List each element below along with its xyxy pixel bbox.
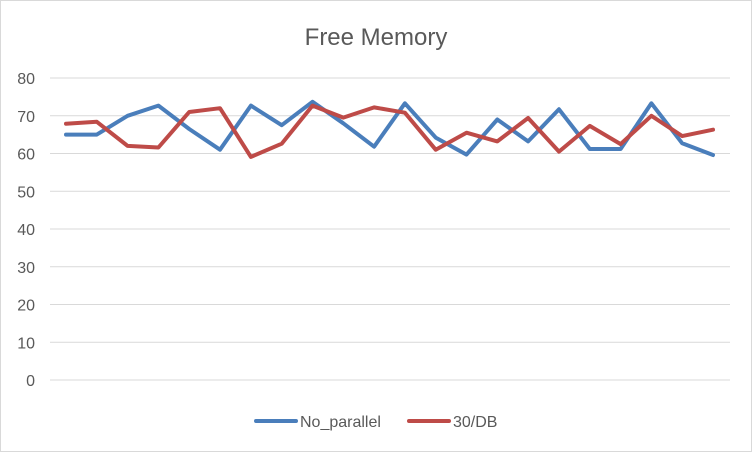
- y-tick-label: 0: [26, 373, 35, 390]
- series-line-30-db: [64, 103, 715, 159]
- y-tick-label: 40: [17, 222, 35, 239]
- y-tick-label: 20: [17, 298, 35, 315]
- series-lines: [64, 99, 715, 159]
- legend-label: 30/DB: [453, 414, 497, 431]
- y-tick-label: 50: [17, 184, 35, 201]
- y-tick-label: 60: [17, 147, 35, 164]
- y-tick-label: 10: [17, 335, 35, 352]
- gridlines: [50, 77, 730, 381]
- series-line-no-parallel: [64, 99, 715, 157]
- y-axis-ticks: 0 10 20 30 40 50 60 70 80: [17, 71, 35, 390]
- legend: No_parallel 30/DB: [254, 414, 497, 431]
- chart-title: Free Memory: [305, 24, 448, 51]
- legend-label: No_parallel: [300, 414, 381, 431]
- y-tick-label: 70: [17, 109, 35, 126]
- y-tick-label: 80: [17, 71, 35, 88]
- y-tick-label: 30: [17, 260, 35, 277]
